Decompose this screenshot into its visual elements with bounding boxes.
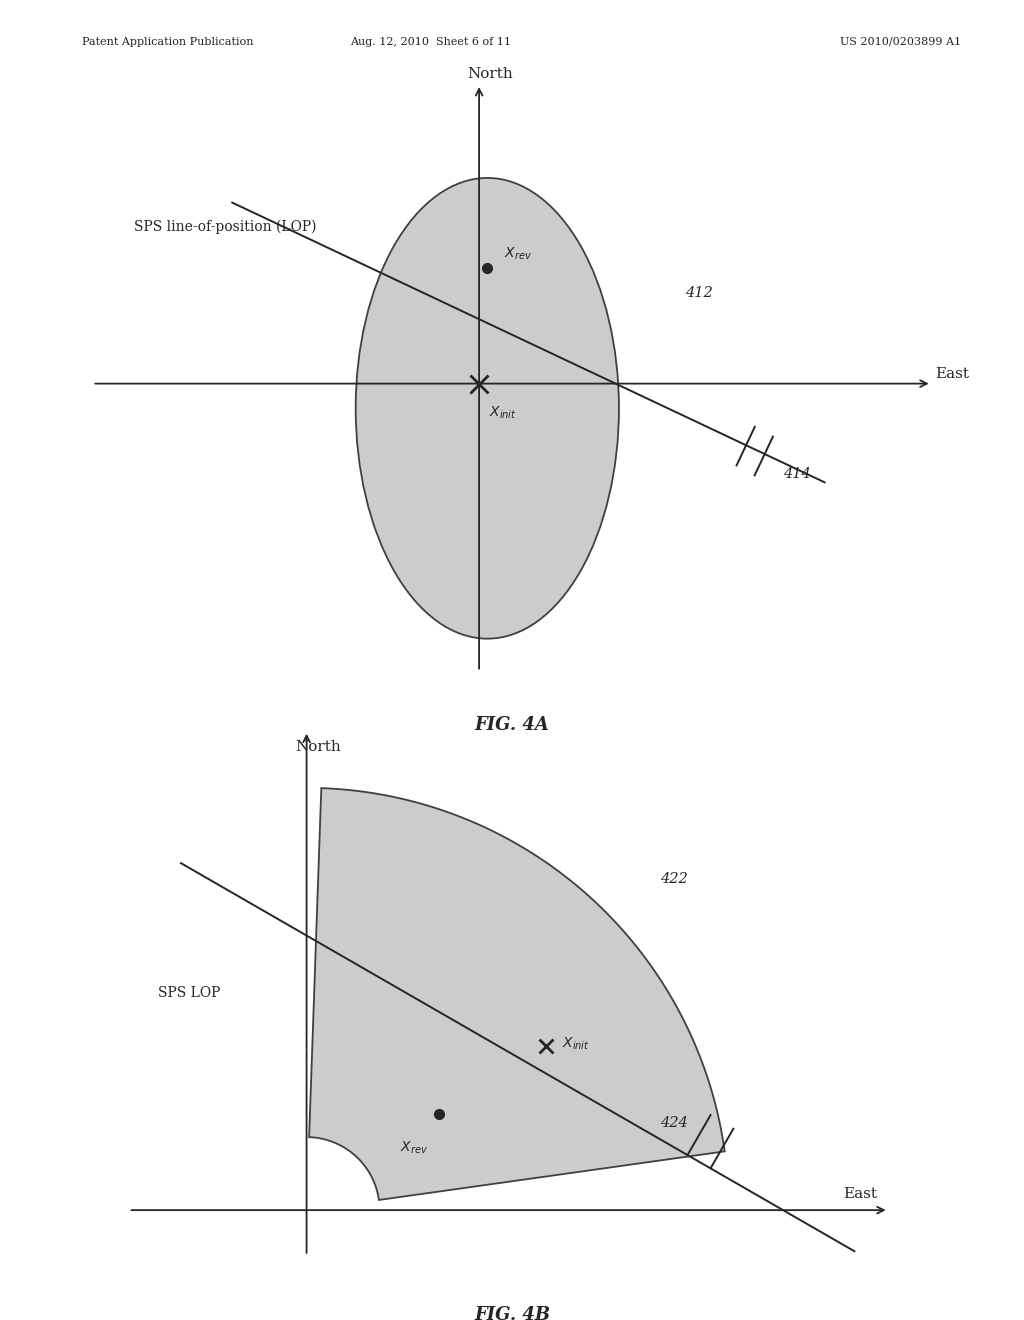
Text: North: North [468, 67, 513, 81]
Text: 412: 412 [685, 286, 713, 300]
Text: FIG. 4B: FIG. 4B [474, 1305, 550, 1320]
Text: Aug. 12, 2010  Sheet 6 of 11: Aug. 12, 2010 Sheet 6 of 11 [349, 37, 511, 48]
Text: $X_{init}$: $X_{init}$ [489, 405, 517, 421]
Text: 424: 424 [660, 1117, 688, 1130]
Text: East: East [843, 1187, 877, 1201]
Text: $X_{rev}$: $X_{rev}$ [504, 246, 531, 261]
Text: SPS line-of-position (LOP): SPS line-of-position (LOP) [133, 220, 316, 235]
Text: $X_{rev}$: $X_{rev}$ [399, 1139, 428, 1156]
Text: 414: 414 [783, 467, 811, 480]
Text: East: East [935, 367, 969, 380]
Ellipse shape [355, 178, 618, 639]
Text: $X_{init}$: $X_{init}$ [562, 1035, 590, 1052]
Text: SPS LOP: SPS LOP [159, 986, 220, 1001]
Text: 422: 422 [660, 873, 688, 886]
Text: Patent Application Publication: Patent Application Publication [82, 37, 253, 48]
Text: FIG. 4A: FIG. 4A [474, 715, 550, 734]
Polygon shape [309, 788, 725, 1200]
Text: North: North [295, 739, 341, 754]
Text: US 2010/0203899 A1: US 2010/0203899 A1 [840, 37, 961, 48]
